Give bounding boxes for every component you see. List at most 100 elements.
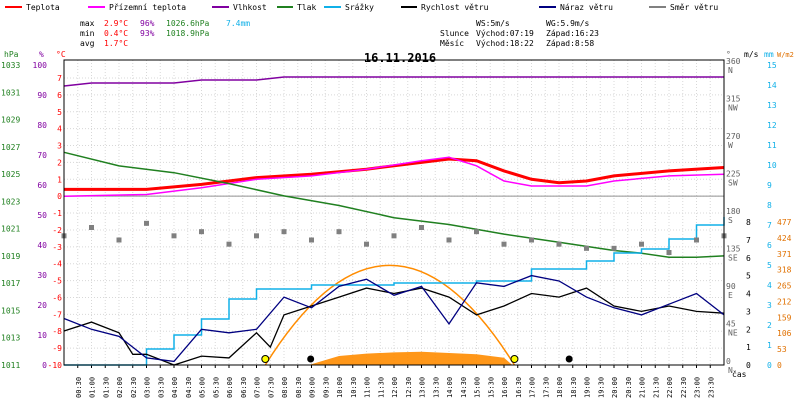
degc-tick-label: -10 xyxy=(48,361,63,370)
pct-tick-label: 100 xyxy=(33,61,48,70)
rain-tick-label: 5 xyxy=(767,261,772,270)
hpa-tick-label: 1023 xyxy=(1,197,20,206)
degc-tick-label: 2 xyxy=(57,158,62,167)
ms-tick-label: 7 xyxy=(746,236,751,245)
wind-dir-point xyxy=(309,237,314,243)
sun-rise: Východ:07:19 xyxy=(476,29,534,38)
wind-dir-point xyxy=(281,229,287,235)
axis-unit-pct: % xyxy=(39,50,44,59)
x-tick-label: 23:30 xyxy=(707,377,715,398)
ms-tick-label: 5 xyxy=(746,272,751,281)
sun-set: Západ:16:23 xyxy=(546,29,599,38)
degc-tick-label: -8 xyxy=(52,327,62,336)
axis-unit-dir: ° xyxy=(726,50,731,59)
moonset-marker xyxy=(307,355,315,363)
axis-unit-rain: mm xyxy=(764,50,774,59)
wind-dir-point xyxy=(171,233,177,239)
solar-tick-label: 159 xyxy=(777,313,792,322)
wind-dir-point xyxy=(254,233,259,239)
solar-tick-label: 0 xyxy=(777,361,782,370)
dir-tick-compass: S xyxy=(728,216,733,225)
moonrise-marker xyxy=(565,355,573,363)
x-tick-label: 03:00 xyxy=(144,377,152,398)
degc-tick-label: 6 xyxy=(57,91,62,100)
degc-tick-label: 1 xyxy=(57,175,62,184)
stats-max-label: max xyxy=(80,19,95,28)
dir-tick-label: 360 xyxy=(726,57,741,66)
wind-dir-point xyxy=(446,237,452,243)
hpa-tick-label: 1033 xyxy=(1,61,20,70)
series-srazky xyxy=(64,217,725,366)
axis-unit-hpa: hPa xyxy=(4,50,19,59)
x-tick-label: 16:30 xyxy=(515,377,523,398)
rain-tick-label: 12 xyxy=(767,121,777,130)
x-tick-label: 20:30 xyxy=(625,377,633,398)
stats-max-press: 1026.6hPa xyxy=(166,19,210,28)
x-tick-label: 02:00 xyxy=(116,377,124,398)
wind-dir-point xyxy=(584,245,589,251)
legend-item-smer: Směr větru xyxy=(649,3,718,12)
wind-dir-point xyxy=(89,225,94,230)
moon-rise: Východ:18:22 xyxy=(476,39,534,48)
series-slunecni-zareni xyxy=(308,351,513,365)
hpa-tick-label: 1021 xyxy=(1,225,20,234)
solar-tick-label: 477 xyxy=(777,218,792,227)
x-tick-label: 16:00 xyxy=(501,377,509,398)
degc-tick-label: 5 xyxy=(57,108,62,117)
dir-tick-label: 45 xyxy=(726,320,736,329)
degc-tick-label: 3 xyxy=(57,142,62,151)
hpa-tick-label: 1015 xyxy=(1,306,20,315)
sun-path xyxy=(264,264,516,366)
wind-dir-point xyxy=(694,237,699,243)
rain-tick-label: 0 xyxy=(767,361,772,370)
dir-tick-label: 135 xyxy=(726,245,741,254)
solar-radiation xyxy=(308,351,513,365)
x-tick-label: 19:30 xyxy=(597,377,605,398)
hpa-tick-label: 1025 xyxy=(1,170,20,179)
wind-dir-point xyxy=(226,241,232,247)
wind-dir-point xyxy=(529,237,534,243)
stats-max-rain: 7.4mm xyxy=(226,19,250,28)
series xyxy=(61,76,727,366)
rain-tick-label: 6 xyxy=(767,241,772,250)
legend-label-tlak: Tlak xyxy=(297,3,316,12)
wind-dir-point xyxy=(199,229,204,235)
x-tick-label: 18:00 xyxy=(556,377,564,398)
x-tick-label: 08:00 xyxy=(281,377,289,398)
hpa-tick-label: 1029 xyxy=(1,116,20,125)
degc-tick-label: -1 xyxy=(52,209,62,218)
chart-title: 16.11.2016 xyxy=(364,51,436,65)
moon-set: Západ:8:58 xyxy=(546,39,594,48)
ms-tick-label: 6 xyxy=(746,254,751,263)
degc-tick-label: -9 xyxy=(52,344,62,353)
wind-dir-point xyxy=(639,241,644,247)
pct-tick-label: 10 xyxy=(37,331,47,340)
solar-tick-label: 106 xyxy=(777,329,792,338)
pct-tick-label: 50 xyxy=(37,211,47,220)
wind-dir-point xyxy=(474,229,479,235)
stats-block: max 2.9°C 96% 1026.6hPa 7.4mm min 0.4°C … xyxy=(80,19,250,48)
legend-item-naraz: Náraz větru xyxy=(539,3,613,12)
rain-tick-label: 10 xyxy=(767,161,777,170)
dir-tick-compass: SW xyxy=(728,179,738,188)
x-tick-label: 19:00 xyxy=(584,377,592,398)
degc-tick-label: 0 xyxy=(57,192,62,201)
degc-tick-label: 7 xyxy=(57,74,62,83)
axis-unit-degc: °C xyxy=(56,50,66,59)
stats-min-temp: 0.4°C xyxy=(104,29,128,38)
rain-tick-label: 8 xyxy=(767,201,772,210)
pct-tick-label: 40 xyxy=(37,241,47,250)
solar-tick-label: 371 xyxy=(777,250,792,259)
rain-tick-label: 4 xyxy=(767,281,772,290)
legend-item-vlhkost: Vlhkost xyxy=(212,3,267,12)
rain-tick-label: 9 xyxy=(767,181,772,190)
series-teplota xyxy=(64,157,725,191)
legend-label-smer: Směr větru xyxy=(670,3,718,12)
y-axes: 1033103110291027102510231021101910171015… xyxy=(1,57,792,375)
axis-unit-ms: m/s xyxy=(744,50,759,59)
x-tick-label: 09:00 xyxy=(309,377,317,398)
dir-tick-compass: NW xyxy=(728,104,738,113)
x-tick-label: 05:00 xyxy=(199,377,207,398)
solar-tick-label: 53 xyxy=(777,345,787,354)
hpa-tick-label: 1027 xyxy=(1,143,20,152)
